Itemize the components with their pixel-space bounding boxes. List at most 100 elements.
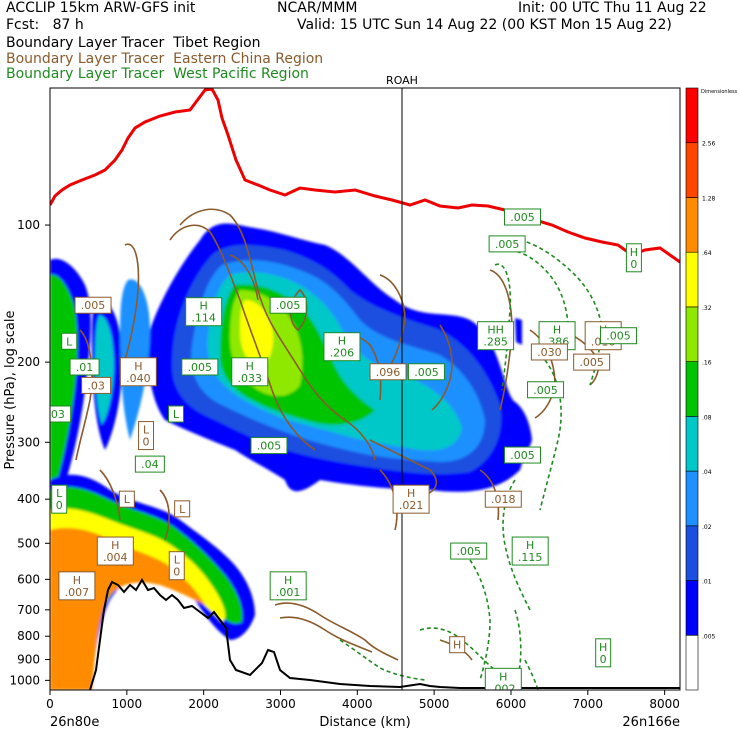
contour-label-text: .03 (87, 379, 105, 392)
colorbar-level: .04 (702, 469, 712, 476)
forecast-hour: Fcst: 87 h (6, 17, 84, 33)
contour-label-text: .002 (491, 682, 516, 695)
contour-label: L (118, 490, 135, 508)
organization-label: NCAR/MMM (277, 0, 358, 16)
y-tick-label: 200 (17, 355, 40, 369)
right-endpoint-label: 26n166e (622, 715, 680, 730)
contour-label-text: .005 (495, 238, 520, 251)
contour-label-text: L (173, 408, 180, 421)
contour-label-text: HH (487, 324, 504, 337)
colorbar-level: 1.28 (702, 195, 716, 202)
colorbar-swatch (685, 361, 699, 417)
contour-label: .04 (134, 455, 165, 473)
x-tick-label: 7000 (573, 697, 604, 711)
contour-label-text: H (338, 335, 346, 348)
colorbar-level: .01 (702, 579, 712, 586)
colorbar-swatch (685, 470, 699, 527)
contour-label: H.206 (323, 332, 361, 362)
contour-label-text: L (143, 424, 150, 437)
contour-label: HH.285 (477, 321, 515, 351)
contour-label-text: .030 (537, 346, 562, 359)
contour-label: H.040 (119, 357, 157, 387)
contour-label-text: .005 (533, 384, 558, 397)
model-title: ACCLIP 15km ARW-GFS init (6, 0, 196, 16)
contour-label: .01 (69, 358, 100, 376)
x-axis: 0 1000 2000 3000 4000 5000 6000 7000 8000 (46, 690, 680, 711)
colorbar-level: .32 (702, 305, 712, 312)
contour-label: H0 (625, 243, 642, 273)
y-tick-label: 1000 (9, 673, 40, 687)
contour-label-text: .01 (76, 361, 94, 374)
y-tick-label: 400 (17, 492, 40, 506)
colorbar-swatch (685, 306, 699, 362)
contour-label-text: .005 (414, 366, 439, 379)
colorbar: .005 .01 .02 .04 .08 .16 .32 .64 1.28 2.56 Dimensi… (685, 87, 738, 691)
colorbar-level: .16 (702, 360, 712, 367)
contour-label-text: H (599, 641, 607, 654)
colorbar-swatch (685, 634, 699, 691)
contour-label: H0 (595, 638, 612, 668)
contour-label: H.033 (231, 357, 269, 387)
contour-label: .005 (250, 437, 288, 455)
x-tick-label: 3000 (265, 697, 296, 711)
contour-label-text: H (630, 246, 638, 259)
contour-label: .03 (47, 405, 72, 423)
colorbar-title: Dimensionless (701, 89, 738, 95)
y-tick-label: 900 (17, 653, 40, 667)
contour-label-text: L (66, 335, 73, 348)
contour-label-text: .007 (65, 586, 90, 599)
contour-label-text: L (124, 493, 131, 506)
contour-label-text: .033 (238, 372, 263, 385)
contour-label: .005 (504, 446, 541, 464)
contour-label-text: .115 (518, 551, 543, 564)
contour-label: .005 (504, 208, 541, 226)
x-tick-label: 1000 (112, 697, 143, 711)
contour-label: .005 (488, 235, 526, 253)
colorbar-level: .64 (702, 250, 712, 257)
x-tick-label: 5000 (419, 697, 450, 711)
init-time: Init: 00 UTC Thu 11 Aug 22 (518, 0, 707, 16)
contour-label: .005 (269, 296, 307, 314)
colorbar-level: .005 (702, 633, 716, 640)
contour-label: .005 (74, 296, 112, 314)
contour-label-text: .03 (47, 408, 65, 421)
tracer-shading (50, 223, 532, 690)
contour-label: .005 (407, 363, 445, 381)
colorbar-swatch (685, 87, 699, 144)
contour-label-text: .005 (606, 330, 631, 343)
y-axis-title: Pressure (hPa), log scale (3, 311, 18, 470)
contour-label: H.004 (96, 536, 134, 566)
y-tick-label: 800 (17, 629, 40, 643)
contour-label: L (168, 405, 184, 423)
contour-label-text: .040 (126, 372, 151, 385)
y-tick-label: 500 (17, 536, 40, 550)
contour-label-text: .005 (510, 211, 535, 224)
contour-label-text: H (73, 574, 81, 587)
contour-label: L0 (138, 421, 155, 451)
contour-label-text: L (174, 554, 181, 567)
contour-label-text: H (284, 574, 292, 587)
contour-label: L0 (168, 551, 185, 581)
x-axis-title: Distance (km) (319, 715, 410, 730)
terrain-line (89, 578, 680, 690)
x-tick-label: 6000 (496, 697, 527, 711)
contour-label-text: .005 (510, 449, 535, 462)
colorbar-swatch (685, 142, 699, 198)
colorbar-level: .08 (702, 414, 712, 421)
x-tick-label: 0 (46, 697, 54, 711)
contour-label-text: 0 (143, 436, 150, 449)
contour-label: H.114 (185, 297, 223, 327)
tracer-legend-eastern-china: Boundary Layer Tracer Eastern China Regi… (6, 51, 324, 67)
contour-label-text: .04 (141, 458, 159, 471)
contour-label-text: .021 (399, 499, 424, 512)
contour-label: .018 (484, 490, 522, 508)
tracer-legend-west-pacific: Boundary Layer Tracer West Pacific Regio… (6, 66, 309, 82)
y-axis: 100 200 300 400 500 600 700 800 900 1000 (9, 218, 50, 687)
contour-label-text: .005 (276, 299, 301, 312)
contour-label-text: H (526, 539, 534, 552)
contour-label: H.002 (484, 667, 522, 695)
contour-label-text: H (453, 639, 461, 652)
contour-labels: .005 H.114.005H.206.096.005.005H.040H.033… (47, 208, 642, 695)
contour-label: L (61, 332, 78, 350)
